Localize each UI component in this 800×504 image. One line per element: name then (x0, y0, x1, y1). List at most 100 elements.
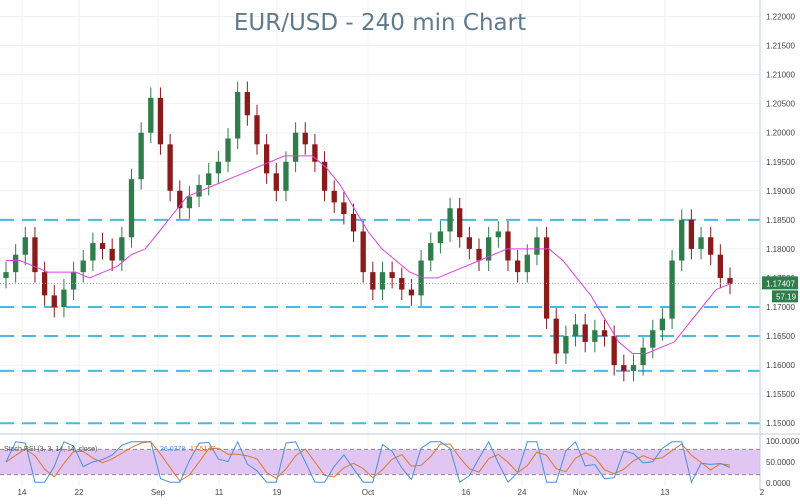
candle-body-19 (186, 196, 193, 209)
candle-body-41 (399, 277, 405, 290)
time-tick-10: 2 (760, 488, 765, 497)
stoch-k-value: 26.0378 (160, 446, 185, 453)
candle-body-75 (727, 277, 733, 284)
time-tick-3: 11 (215, 488, 224, 497)
stoch-legend-label: Stoch RSI (3, 3, 14, 14, close) (4, 446, 97, 453)
time-tick-8: Nov (573, 488, 587, 497)
candle-body-22 (215, 161, 222, 174)
candle-body-14 (138, 132, 144, 180)
candle-body-9 (90, 243, 96, 261)
candle-body-4 (41, 272, 48, 296)
candle-body-35 (341, 202, 347, 215)
price-tick-13: 1.15500 (766, 390, 795, 399)
candle-body-29 (283, 161, 289, 191)
candle-body-74 (717, 254, 724, 278)
candle-body-34 (331, 190, 337, 203)
candle-body-49 (476, 248, 482, 261)
candle-body-17 (167, 144, 173, 191)
current-price-tag (762, 276, 798, 290)
moving-average-line (6, 155, 731, 354)
price-tick-11: 1.16500 (766, 332, 795, 341)
candle-body-71 (688, 219, 695, 249)
candle-body-31 (302, 132, 308, 145)
candle-body-70 (679, 219, 685, 261)
candle-body-45 (437, 231, 444, 244)
price-tick-14: 1.15000 (766, 419, 795, 428)
candle-body-27 (263, 144, 270, 174)
price-tick-6: 1.19000 (766, 187, 795, 196)
candle-body-59 (572, 324, 579, 337)
price-tick-12: 1.16000 (766, 361, 795, 370)
candle-body-8 (80, 260, 86, 273)
indicator-value-label: 57.19 (776, 292, 797, 301)
candle-body-28 (273, 173, 279, 191)
candle-body-54 (524, 254, 530, 273)
candle-body-33 (321, 161, 328, 191)
time-tick-1: 22 (75, 488, 84, 497)
candle-body-47 (457, 208, 463, 238)
stoch-k-line (5, 440, 731, 484)
candle-body-55 (534, 237, 540, 255)
candle-body-30 (292, 132, 299, 162)
candle-body-18 (177, 190, 183, 209)
candle-body-6 (61, 289, 67, 307)
stoch-tick-1: 50.0000 (766, 458, 795, 467)
candle-body-53 (514, 260, 521, 273)
time-tick-2: Sep (151, 488, 166, 497)
candle-body-58 (563, 336, 569, 354)
candle-body-62 (601, 330, 608, 337)
candle-body-7 (70, 272, 77, 290)
candle-body-65 (630, 365, 637, 371)
price-tick-4: 1.20000 (766, 129, 795, 138)
candle-body-38 (370, 272, 376, 290)
price-tick-5: 1.19500 (766, 158, 795, 167)
candle-body-37 (360, 231, 366, 273)
candle-body-21 (206, 173, 212, 185)
candle-body-48 (466, 237, 473, 249)
time-tick-5: Oct (362, 488, 375, 497)
time-tick-4: 19 (273, 488, 282, 497)
candle-body-40 (389, 272, 395, 278)
candle-body-51 (495, 231, 501, 238)
current-price-label: 1.17407 (766, 279, 795, 288)
candle-body-0 (3, 272, 9, 278)
candle-body-46 (447, 208, 453, 232)
price-tick-2: 1.21000 (766, 71, 795, 80)
candle-body-52 (505, 231, 511, 261)
price-tick-1: 1.21500 (766, 42, 795, 51)
stoch-d-line (5, 441, 731, 482)
candle-body-60 (582, 324, 588, 342)
time-tick-7: 24 (518, 488, 527, 497)
candle-body-13 (128, 179, 135, 238)
candle-body-10 (99, 243, 106, 249)
candle-body-11 (109, 248, 115, 261)
price-tick-10: 1.17000 (766, 303, 795, 312)
candle-body-23 (225, 138, 231, 162)
candle-body-26 (254, 115, 260, 145)
candle-body-3 (32, 237, 38, 273)
candle-body-24 (235, 92, 241, 139)
candle-body-73 (708, 237, 714, 255)
candle-body-2 (22, 237, 28, 255)
price-tick-7: 1.18500 (766, 216, 795, 225)
candle-body-56 (543, 237, 550, 319)
candle-body-36 (350, 214, 357, 232)
candle-body-68 (659, 318, 666, 331)
price-tick-8: 1.18000 (766, 245, 795, 254)
candle-body-39 (379, 272, 386, 290)
indicator-value-tag (772, 290, 798, 303)
candle-body-5 (51, 295, 57, 307)
candle-body-72 (698, 237, 704, 249)
stoch-tick-2: 0.0000 (766, 479, 791, 488)
chart-title: EUR/USD - 240 min Chart (233, 10, 527, 36)
candle-body-69 (669, 260, 675, 319)
candle-body-42 (408, 289, 415, 296)
time-tick-0: 14 (18, 488, 27, 497)
candle-body-15 (148, 97, 154, 133)
candle-body-57 (553, 318, 559, 354)
candle-body-12 (119, 237, 125, 261)
candle-body-63 (611, 336, 617, 366)
price-tick-0: 1.22000 (766, 13, 795, 22)
candle-body-64 (621, 365, 627, 371)
